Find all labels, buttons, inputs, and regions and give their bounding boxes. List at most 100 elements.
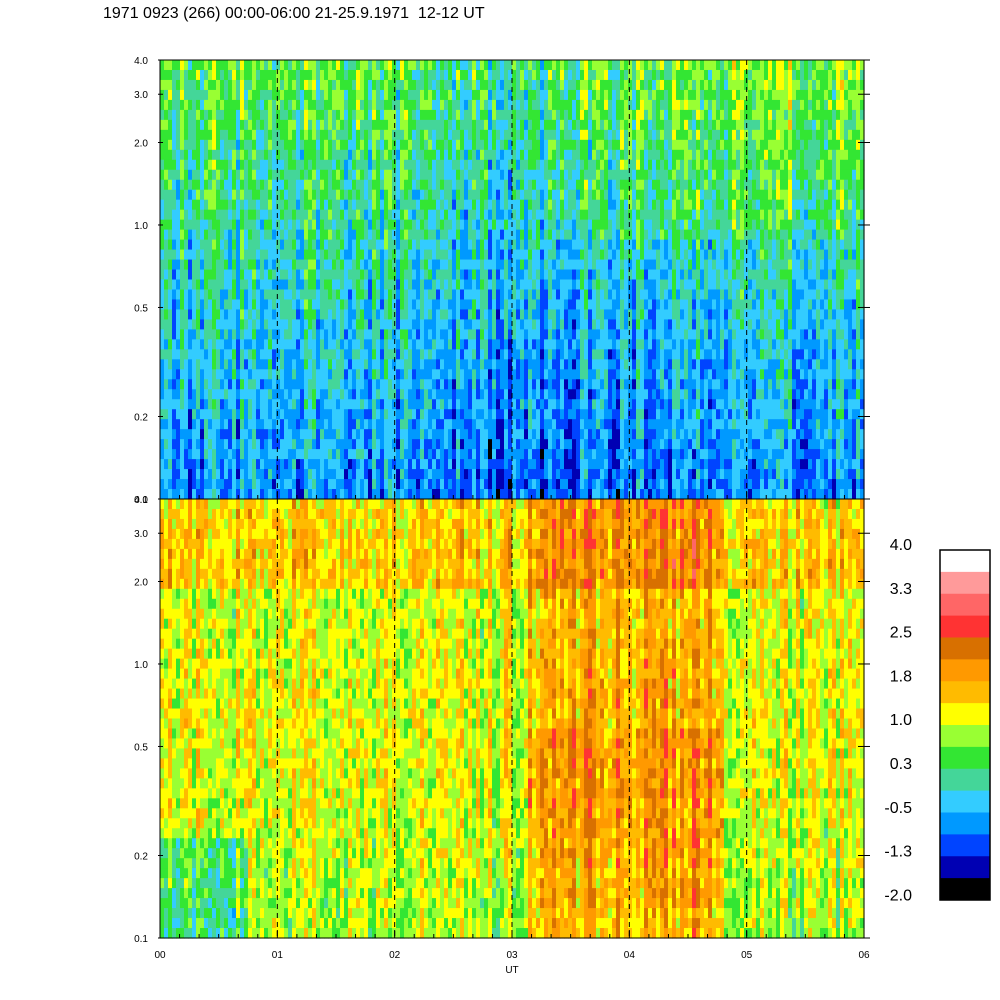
spectrogram-cell [540, 489, 545, 500]
spectrogram-cell [212, 359, 217, 370]
spectrogram-cell [292, 139, 297, 151]
spectrogram-cell [412, 359, 417, 370]
spectrogram-cell [488, 229, 493, 241]
spectrogram-cell [268, 79, 273, 91]
spectrogram-cell [372, 249, 377, 261]
spectrogram-cell [364, 219, 369, 231]
spectrogram-cell [556, 60, 561, 71]
spectrogram-cell [380, 449, 385, 460]
spectrogram-cell [540, 389, 545, 400]
spectrogram-cell [288, 79, 293, 91]
spectrogram-cell [408, 199, 413, 211]
spectrogram-cell [432, 349, 437, 360]
spectrogram-cell [400, 89, 405, 101]
spectrogram-cell [580, 349, 585, 360]
spectrogram-cell [208, 89, 213, 101]
spectrogram-cell [432, 60, 437, 71]
spectrogram-cell [268, 439, 273, 450]
spectrogram-cell [608, 209, 613, 221]
spectrogram-cell [608, 329, 613, 340]
spectrogram-cell [344, 179, 349, 191]
spectrogram-cell [472, 359, 477, 370]
spectrogram-cell [352, 289, 357, 301]
spectrogram-cell [268, 69, 273, 81]
spectrogram-cell [508, 239, 513, 251]
spectrogram-cell [236, 419, 241, 430]
spectrogram-cell [216, 89, 221, 101]
spectrogram-cell [308, 419, 313, 430]
spectrogram-cell [172, 459, 177, 470]
spectrogram-cell [308, 379, 313, 390]
spectrogram-cell [584, 149, 589, 161]
spectrogram-cell [312, 449, 317, 460]
spectrogram-cell [384, 269, 389, 281]
spectrogram-cell [604, 459, 609, 470]
spectrogram-cell [400, 129, 405, 141]
spectrogram-cell [168, 199, 173, 211]
spectrogram-cell [568, 249, 573, 261]
spectrogram-cell [520, 269, 525, 281]
spectrogram-cell [248, 409, 253, 420]
spectrogram-cell [536, 489, 541, 500]
spectrogram-cell [196, 239, 201, 251]
spectrogram-cell [220, 399, 225, 410]
spectrogram-cell [372, 269, 377, 281]
spectrogram-cell [396, 389, 401, 400]
spectrogram-cell [480, 459, 485, 470]
spectrogram-cell [580, 479, 585, 490]
spectrogram-cell [176, 229, 181, 241]
spectrogram-cell [576, 159, 581, 171]
spectrogram-cell [388, 189, 393, 201]
spectrogram-cell [500, 129, 505, 141]
spectrogram-cell [584, 249, 589, 261]
spectrogram-cell [356, 249, 361, 261]
spectrogram-cell [556, 269, 561, 281]
spectrogram-cell [504, 169, 509, 181]
spectrogram-cell [352, 129, 357, 141]
spectrogram-cell [448, 219, 453, 231]
spectrogram-cell [480, 289, 485, 301]
spectrogram-cell [472, 379, 477, 390]
spectrogram-cell [476, 79, 481, 91]
spectrogram-cell [444, 369, 449, 380]
spectrogram-cell [412, 259, 417, 271]
spectrogram-cell [292, 319, 297, 330]
spectrogram-cell [312, 199, 317, 211]
spectrogram-cell [496, 389, 501, 400]
spectrogram-cell [316, 229, 321, 241]
spectrogram-cell [600, 79, 605, 91]
spectrogram-cell [392, 69, 397, 81]
spectrogram-cell [432, 479, 437, 490]
spectrogram-cell [492, 299, 497, 311]
spectrogram-cell [568, 409, 573, 420]
spectrogram-cell [196, 449, 201, 460]
spectrogram-cell [452, 489, 457, 500]
spectrogram-cell [336, 219, 341, 231]
spectrogram-cell [444, 459, 449, 470]
spectrogram-cell [288, 489, 293, 500]
spectrogram-cell [252, 149, 257, 161]
spectrogram-cell [424, 219, 429, 231]
spectrogram-cell [328, 259, 333, 271]
spectrogram-cell [432, 189, 437, 201]
spectrogram-cell [172, 409, 177, 420]
spectrogram-cell [280, 349, 285, 360]
spectrogram-cell [164, 259, 169, 271]
spectrogram-cell [316, 209, 321, 221]
spectrogram-cell [264, 329, 269, 340]
spectrogram-cell [188, 399, 193, 410]
spectrogram-cell [420, 119, 425, 131]
spectrogram-cell [544, 469, 549, 480]
spectrogram-cell [528, 169, 533, 181]
spectrogram-cell [392, 449, 397, 460]
spectrogram-cell [388, 359, 393, 370]
spectrogram-cell [424, 89, 429, 101]
spectrogram-cell [208, 109, 213, 121]
spectrogram-cell [276, 89, 281, 101]
spectrogram-cell [596, 209, 601, 221]
spectrogram-cell [532, 249, 537, 261]
spectrogram-cell [512, 429, 517, 440]
spectrogram-cell [516, 319, 521, 330]
spectrogram-cell [592, 419, 597, 430]
spectrogram-cell [328, 329, 333, 340]
